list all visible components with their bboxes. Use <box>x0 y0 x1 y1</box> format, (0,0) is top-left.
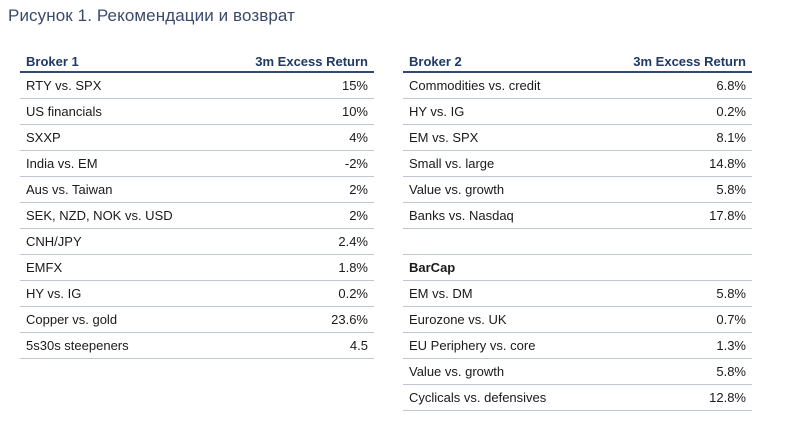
row-value: 23.6% <box>239 306 374 333</box>
row-name: US financials <box>20 98 240 125</box>
table-row: CNH/JPY 2.4% <box>20 228 374 255</box>
row-value: 5.8% <box>619 280 752 307</box>
table-row: Commodities vs. credit 6.8% <box>403 72 752 99</box>
table-row: SXXP 4% <box>20 124 374 151</box>
row-value: 17.8% <box>619 202 752 229</box>
row-name: HY vs. IG <box>20 280 240 307</box>
column-header-name: Broker 2 <box>403 52 620 73</box>
row-value: -2% <box>239 150 374 177</box>
table-row: EU Periphery vs. core 1.3% <box>403 332 752 359</box>
row-value: 0.2% <box>239 280 374 307</box>
row-name: EM vs. DM <box>403 280 620 307</box>
row-name: 5s30s steepeners <box>20 332 240 359</box>
row-value: 2.4% <box>239 228 374 255</box>
row-value: 8.1% <box>619 124 752 151</box>
table-row: HY vs. IG 0.2% <box>403 98 752 125</box>
row-name: Value vs. growth <box>403 358 620 385</box>
row-value: 2% <box>239 202 374 229</box>
row-name: EMFX <box>20 254 240 281</box>
column-header-name: Broker 1 <box>20 52 240 73</box>
row-value: 14.8% <box>619 150 752 177</box>
row-value: 5.8% <box>619 176 752 203</box>
section-label: BarCap <box>403 254 620 281</box>
row-value: 1.8% <box>239 254 374 281</box>
row-name: RTY vs. SPX <box>20 72 240 99</box>
broker-2-table: Broker 2 3m Excess Return Commodities vs… <box>403 52 752 411</box>
row-name: SXXP <box>20 124 240 151</box>
table-row: RTY vs. SPX 15% <box>20 72 374 99</box>
row-value <box>619 228 752 255</box>
table-row: HY vs. IG 0.2% <box>20 280 374 307</box>
row-value: 2% <box>239 176 374 203</box>
table-row: India vs. EM -2% <box>20 150 374 177</box>
row-name: Banks vs. Nasdaq <box>403 202 620 229</box>
row-name: Cyclicals vs. defensives <box>403 384 620 411</box>
row-value: 10% <box>239 98 374 125</box>
table-row: Banks vs. Nasdaq 17.8% <box>403 202 752 229</box>
table-row-empty <box>403 228 752 255</box>
column-header-value: 3m Excess Return <box>239 52 374 73</box>
table-row: Small vs. large 14.8% <box>403 150 752 177</box>
column-header-value: 3m Excess Return <box>619 52 752 73</box>
row-value: 12.8% <box>619 384 752 411</box>
table-row: EM vs. SPX 8.1% <box>403 124 752 151</box>
row-value: 0.2% <box>619 98 752 125</box>
row-name: EU Periphery vs. core <box>403 332 620 359</box>
table-row: Value vs. growth 5.8% <box>403 358 752 385</box>
row-value: 4% <box>239 124 374 151</box>
row-name: Eurozone vs. UK <box>403 306 620 333</box>
table-row: Cyclicals vs. defensives 12.8% <box>403 384 752 411</box>
row-name: EM vs. SPX <box>403 124 620 151</box>
row-value: 4.5 <box>239 332 374 359</box>
table-section-row: BarCap <box>403 254 752 281</box>
row-name: Aus vs. Taiwan <box>20 176 240 203</box>
row-name: India vs. EM <box>20 150 240 177</box>
table-header-row: Broker 2 3m Excess Return <box>403 52 752 73</box>
row-value: 1.3% <box>619 332 752 359</box>
table-row: EM vs. DM 5.8% <box>403 280 752 307</box>
row-value: 6.8% <box>619 72 752 99</box>
row-value <box>619 254 752 281</box>
table-row: EMFX 1.8% <box>20 254 374 281</box>
row-value: 0.7% <box>619 306 752 333</box>
table-row: Aus vs. Taiwan 2% <box>20 176 374 203</box>
table-row: SEK, NZD, NOK vs. USD 2% <box>20 202 374 229</box>
row-name: Commodities vs. credit <box>403 72 620 99</box>
row-name: Small vs. large <box>403 150 620 177</box>
row-name <box>403 228 620 255</box>
table-header-row: Broker 1 3m Excess Return <box>20 52 374 73</box>
table-row: 5s30s steepeners 4.5 <box>20 332 374 359</box>
row-name: Copper vs. gold <box>20 306 240 333</box>
figure-caption: Рисунок 1. Рекомендации и возврат <box>8 6 295 25</box>
broker-1-table: Broker 1 3m Excess Return RTY vs. SPX 15%… <box>20 52 374 359</box>
row-value: 15% <box>239 72 374 99</box>
table-row: Eurozone vs. UK 0.7% <box>403 306 752 333</box>
row-value: 5.8% <box>619 358 752 385</box>
row-name: Value vs. growth <box>403 176 620 203</box>
table-row: Value vs. growth 5.8% <box>403 176 752 203</box>
row-name: CNH/JPY <box>20 228 240 255</box>
table-row: Copper vs. gold 23.6% <box>20 306 374 333</box>
row-name: HY vs. IG <box>403 98 620 125</box>
row-name: SEK, NZD, NOK vs. USD <box>20 202 240 229</box>
table-row: US financials 10% <box>20 98 374 125</box>
